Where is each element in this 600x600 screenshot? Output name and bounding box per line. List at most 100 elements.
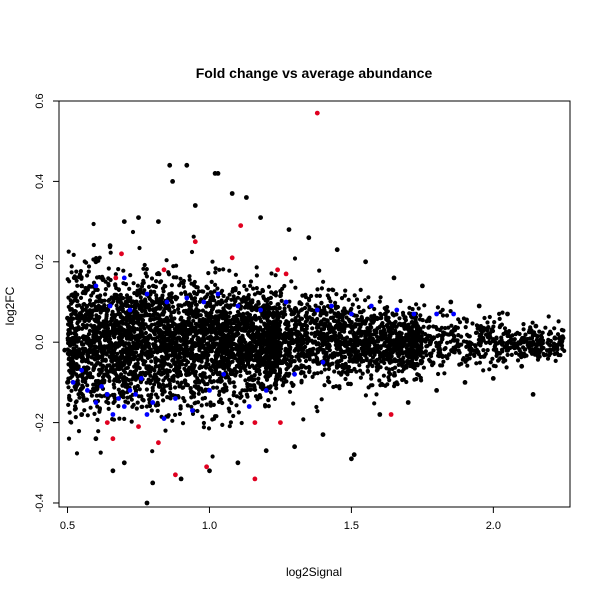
cloud-point xyxy=(114,303,119,308)
cloud-point xyxy=(233,272,238,277)
cloud-point xyxy=(78,311,83,316)
cloud-point xyxy=(369,376,374,381)
cloud-point xyxy=(189,249,195,255)
cloud-point xyxy=(345,348,350,353)
cloud-point xyxy=(273,383,278,388)
cloud-point xyxy=(237,343,242,349)
cloud-point xyxy=(179,380,184,385)
cloud-point xyxy=(305,331,310,336)
cloud-point xyxy=(234,394,239,399)
cloud-point xyxy=(272,368,277,373)
cloud-point xyxy=(74,344,79,349)
cloud-point xyxy=(499,347,505,352)
cloud-point xyxy=(82,259,87,264)
cloud-point xyxy=(353,353,358,358)
cloud-point xyxy=(233,299,238,304)
cloud-point xyxy=(521,327,526,332)
cloud-point xyxy=(85,311,90,316)
cloud-point xyxy=(258,385,263,390)
cloud-point xyxy=(362,346,367,352)
cloud-point xyxy=(478,336,483,341)
cloud-point xyxy=(281,314,286,320)
cloud-point xyxy=(288,345,293,350)
cloud-point xyxy=(185,353,190,358)
cloud-point xyxy=(473,330,479,335)
cloud-point xyxy=(322,367,327,372)
cloud-point xyxy=(168,364,173,369)
cloud-point xyxy=(553,358,558,363)
cloud-point xyxy=(254,286,259,291)
cloud-point xyxy=(242,399,247,404)
cloud-point xyxy=(111,400,116,405)
cloud-point xyxy=(414,321,419,326)
cloud-point xyxy=(181,284,186,289)
cloud-point xyxy=(91,332,96,338)
cloud-point xyxy=(543,325,548,330)
cloud-point xyxy=(131,352,136,357)
cloud-point xyxy=(92,350,97,355)
cloud-point xyxy=(189,281,194,286)
cloud-point xyxy=(179,322,184,328)
cloud-point xyxy=(479,331,484,336)
cloud-point xyxy=(206,271,211,276)
cloud-point xyxy=(262,321,267,326)
cloud-point xyxy=(521,339,526,344)
cloud-point xyxy=(140,397,145,402)
cloud-point xyxy=(372,401,377,406)
cloud-point xyxy=(82,408,87,413)
cloud-point xyxy=(241,312,246,317)
cloud-point xyxy=(75,299,80,304)
cloud-point xyxy=(173,385,178,390)
cloud-point xyxy=(149,359,154,364)
cloud-point xyxy=(492,320,497,325)
cloud-point xyxy=(211,402,216,407)
cloud-point xyxy=(383,383,388,388)
cloud-point xyxy=(299,327,304,332)
cloud-point xyxy=(66,436,72,441)
cloud-point xyxy=(485,332,490,337)
cloud-point xyxy=(221,293,226,299)
cloud-point xyxy=(95,404,100,409)
cloud-point xyxy=(314,325,319,330)
cloud-point xyxy=(81,342,86,347)
cloud-point xyxy=(292,256,298,261)
cloud-point xyxy=(347,342,352,347)
cloud-point xyxy=(376,363,381,369)
cloud-point xyxy=(220,326,225,331)
cloud-point xyxy=(407,311,412,316)
cloud-point xyxy=(146,284,152,289)
cloud-point xyxy=(221,307,226,312)
cloud-point xyxy=(245,295,250,300)
cloud-point xyxy=(426,317,431,322)
cloud-point xyxy=(142,262,147,268)
cloud-point xyxy=(92,411,97,416)
cloud-point xyxy=(107,333,112,338)
cloud-point xyxy=(235,313,240,318)
cloud-point xyxy=(181,281,186,286)
cloud-point xyxy=(73,415,78,420)
cloud-point xyxy=(224,385,229,390)
cloud-point xyxy=(342,306,347,311)
cloud-point xyxy=(152,382,157,387)
cloud-point xyxy=(334,292,339,297)
cloud-point xyxy=(243,378,248,383)
cloud-point xyxy=(209,310,214,315)
cloud-point xyxy=(307,352,312,357)
cloud-point xyxy=(135,400,140,405)
cloud-point xyxy=(297,300,302,305)
cloud-point xyxy=(387,332,392,338)
cloud-point xyxy=(119,340,124,345)
cloud-point xyxy=(175,374,180,379)
cloud-point xyxy=(234,369,239,374)
cloud-point xyxy=(443,326,448,331)
cloud-point xyxy=(204,402,209,407)
cloud-point xyxy=(92,318,97,323)
cloud-point xyxy=(434,344,439,349)
cloud-point xyxy=(73,406,78,411)
cloud-point xyxy=(217,267,222,272)
cloud-point xyxy=(555,347,560,352)
cloud-point xyxy=(167,343,172,348)
cloud-point xyxy=(75,320,80,325)
cloud-point xyxy=(342,366,347,371)
cloud-point xyxy=(299,308,304,313)
